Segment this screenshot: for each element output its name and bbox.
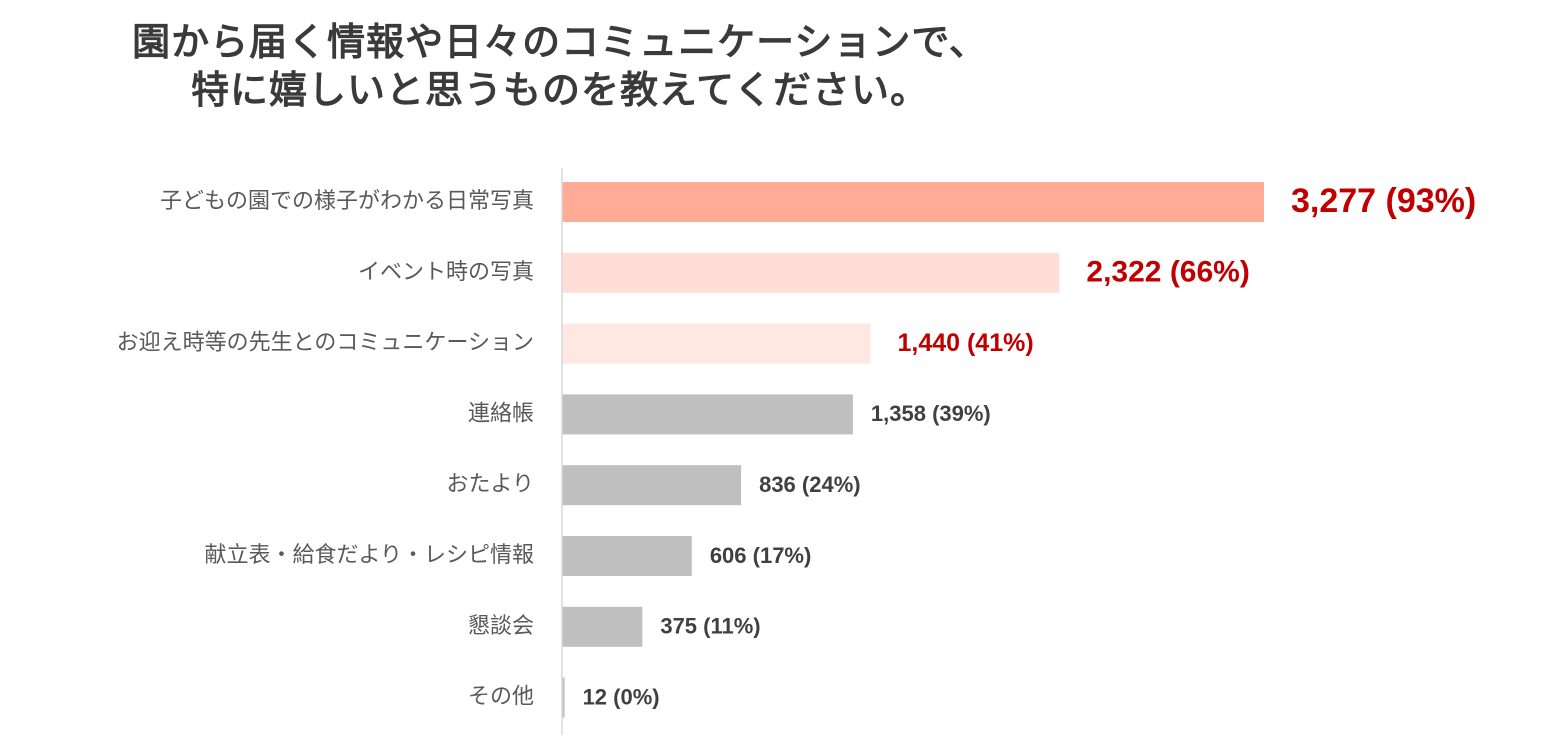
category-label: その他: [468, 685, 534, 710]
category-label: 子どもの園での様子がわかる日常写真: [160, 189, 534, 214]
chart-title-line-2: 特に嬉しいと思うものを教えてください。: [191, 68, 929, 112]
data-label: 375 (11%): [660, 614, 760, 639]
bar: [562, 606, 643, 647]
bar: [562, 536, 692, 576]
data-label: 3,277 (93%): [1291, 182, 1476, 220]
data-label: 2,322 (66%): [1086, 256, 1249, 289]
data-label: 1,440 (41%): [897, 329, 1033, 357]
bar: [562, 323, 871, 364]
bars-layer: 子どもの園での様子がわかる日常写真 3,277 (93%) イベント時の写真 2,32…: [117, 182, 1476, 718]
chart-title: 園から届く情報や日々のコミュニケーションで、 特に嬉しいと思うものを教えてくださ…: [0, 18, 1120, 114]
bar: [562, 465, 742, 506]
bar: [562, 677, 565, 718]
category-label: 献立表・給食だより・レシピ情報: [204, 543, 534, 568]
category-label: おたより: [446, 472, 534, 497]
data-label: 1,358 (39%): [871, 401, 991, 426]
data-label: 836 (24%): [759, 472, 861, 497]
data-label: 606 (17%): [710, 543, 812, 568]
data-label: 12 (0%): [583, 684, 660, 709]
bar: [562, 394, 853, 435]
bar: [562, 182, 1264, 222]
category-label: 連絡帳: [468, 401, 534, 426]
category-label: イベント時の写真: [358, 260, 534, 285]
category-label: 懇談会: [468, 614, 534, 639]
chart-title-line-1: 園から届く情報や日々のコミュニケーションで、: [132, 20, 988, 64]
bar: [562, 252, 1060, 293]
category-label: お迎え時等の先生とのコミュニケーション: [117, 331, 534, 356]
